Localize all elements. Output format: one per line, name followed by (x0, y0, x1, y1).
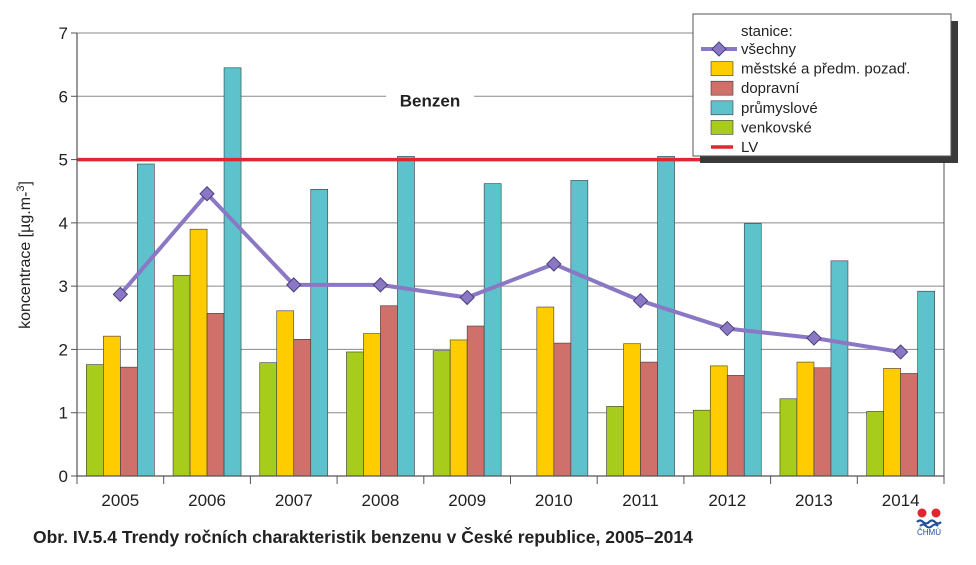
legend-swatch (710, 100, 734, 116)
legend-swatch (710, 61, 734, 76)
bar-dopravn- (813, 367, 832, 477)
x-tick-label: 2005 (101, 491, 139, 510)
bar-m-stsk-a-p-edm-poza- (883, 368, 901, 477)
bar-dopravn- (640, 361, 658, 477)
legend: stanice:všechny městské a předm. pozaď. do… (692, 13, 958, 163)
bar-pr-myslov- (743, 223, 762, 477)
bar-venkovsk- (606, 406, 624, 477)
bar-venkovsk- (432, 350, 451, 477)
legend-label: průmyslové (741, 100, 818, 117)
bar-dopravn- (900, 373, 918, 477)
bars (86, 67, 935, 477)
bar-pr-myslov- (917, 290, 935, 477)
line-point (286, 277, 302, 293)
bar-m-stsk-a-p-edm-poza- (449, 339, 468, 477)
x-tick-label: 2014 (882, 491, 920, 510)
x-tick-label: 2013 (795, 491, 833, 510)
line-point (546, 256, 562, 272)
legend-swatch-marker (711, 41, 727, 57)
bar-venkovsk- (779, 398, 798, 477)
bar-venkovsk- (346, 351, 364, 477)
legend-label: městské a předm. pozaď. (741, 61, 910, 78)
chart-title-group: Benzen (386, 85, 474, 110)
bar-venkovsk- (86, 364, 104, 477)
x-tick-label: 2006 (188, 491, 226, 510)
x-tick-label: 2007 (275, 491, 313, 510)
y-tick-label: 6 (59, 87, 68, 106)
bar-m-stsk-a-p-edm-poza- (623, 343, 641, 477)
bar-pr-myslov- (483, 183, 502, 477)
bar-dopravn- (726, 375, 745, 477)
y-tick-label: 5 (59, 151, 68, 170)
bar-pr-myslov- (223, 67, 242, 477)
line-point (199, 186, 215, 202)
bar-pr-myslov- (397, 156, 415, 477)
bar-venkovsk- (866, 411, 884, 477)
x-tick-label: 2009 (448, 491, 486, 510)
legend-label: venkovské (741, 119, 812, 136)
y-tick-label: 2 (59, 340, 68, 359)
chmu-logo: ČHMÚ (912, 504, 946, 540)
line-point (632, 292, 649, 309)
bar-m-stsk-a-p-edm-poza- (189, 228, 208, 477)
legend-box (692, 13, 952, 157)
x-tick-label: 2008 (362, 491, 400, 510)
bar-venkovsk- (259, 362, 278, 477)
x-tick-labels: 2005 2006 2007 2008 2009 2010 2011 2012 2013 2014 (101, 491, 919, 510)
bar-dopravn- (466, 325, 485, 477)
figure-caption: Obr. IV.5.4 Trendy ročních charakteristi… (33, 527, 693, 547)
bar-m-stsk-a-p-edm-poza- (103, 335, 121, 477)
legend-swatch (710, 80, 734, 96)
line-point (459, 289, 475, 306)
bar-m-stsk-a-p-edm-poza- (276, 310, 295, 477)
bar-dopravn- (553, 342, 572, 477)
y-tick-label: 3 (59, 277, 68, 296)
x-tick-label: 2010 (535, 491, 573, 510)
x-tick-label: 2011 (622, 491, 659, 510)
line-point (372, 277, 389, 293)
line-point (806, 330, 822, 346)
y-tick-labels: 0 1 2 3 4 5 6 7 (59, 24, 68, 486)
legend-title: stanice: (741, 23, 793, 40)
y-tick-label: 0 (59, 467, 68, 486)
bar-pr-myslov- (657, 156, 675, 477)
bar-dopravn- (380, 305, 398, 477)
bar-pr-myslov- (310, 189, 329, 477)
line-series-vsechny (118, 190, 901, 354)
chart-title: Benzen (400, 91, 460, 110)
bar-dopravn- (206, 313, 225, 477)
legend-label: všechny (741, 41, 797, 58)
bar-m-stsk-a-p-edm-poza- (536, 306, 555, 477)
all-stations-line (112, 186, 909, 360)
bar-dopravn- (120, 366, 138, 477)
chmu-logo-icon (916, 508, 942, 529)
y-tick-label: 4 (59, 214, 68, 233)
line-point (892, 344, 909, 360)
line-point (719, 320, 735, 337)
bar-venkovsk- (172, 275, 191, 477)
legend-swatch (710, 120, 734, 135)
y-axis-label: koncentrace [µg.m-3] (15, 181, 34, 329)
bar-m-stsk-a-p-edm-poza- (796, 361, 815, 477)
bar-dopravn- (293, 339, 312, 477)
y-tick-label: 7 (59, 24, 68, 43)
bar-venkovsk- (692, 409, 711, 477)
bar-pr-myslov- (830, 260, 849, 477)
y-tick-label: 1 (59, 404, 68, 423)
bar-m-stsk-a-p-edm-poza- (709, 365, 728, 477)
title-background (386, 85, 474, 110)
legend-label: dopravní (741, 80, 800, 97)
bar-pr-myslov- (137, 163, 155, 477)
line-point (112, 286, 129, 303)
legend-label: LV (741, 139, 758, 156)
bar-pr-myslov- (570, 180, 589, 477)
bar-m-stsk-a-p-edm-poza- (363, 333, 381, 477)
x-tick-label: 2012 (708, 491, 746, 510)
chmu-logo-text: ČHMÚ (917, 528, 941, 537)
